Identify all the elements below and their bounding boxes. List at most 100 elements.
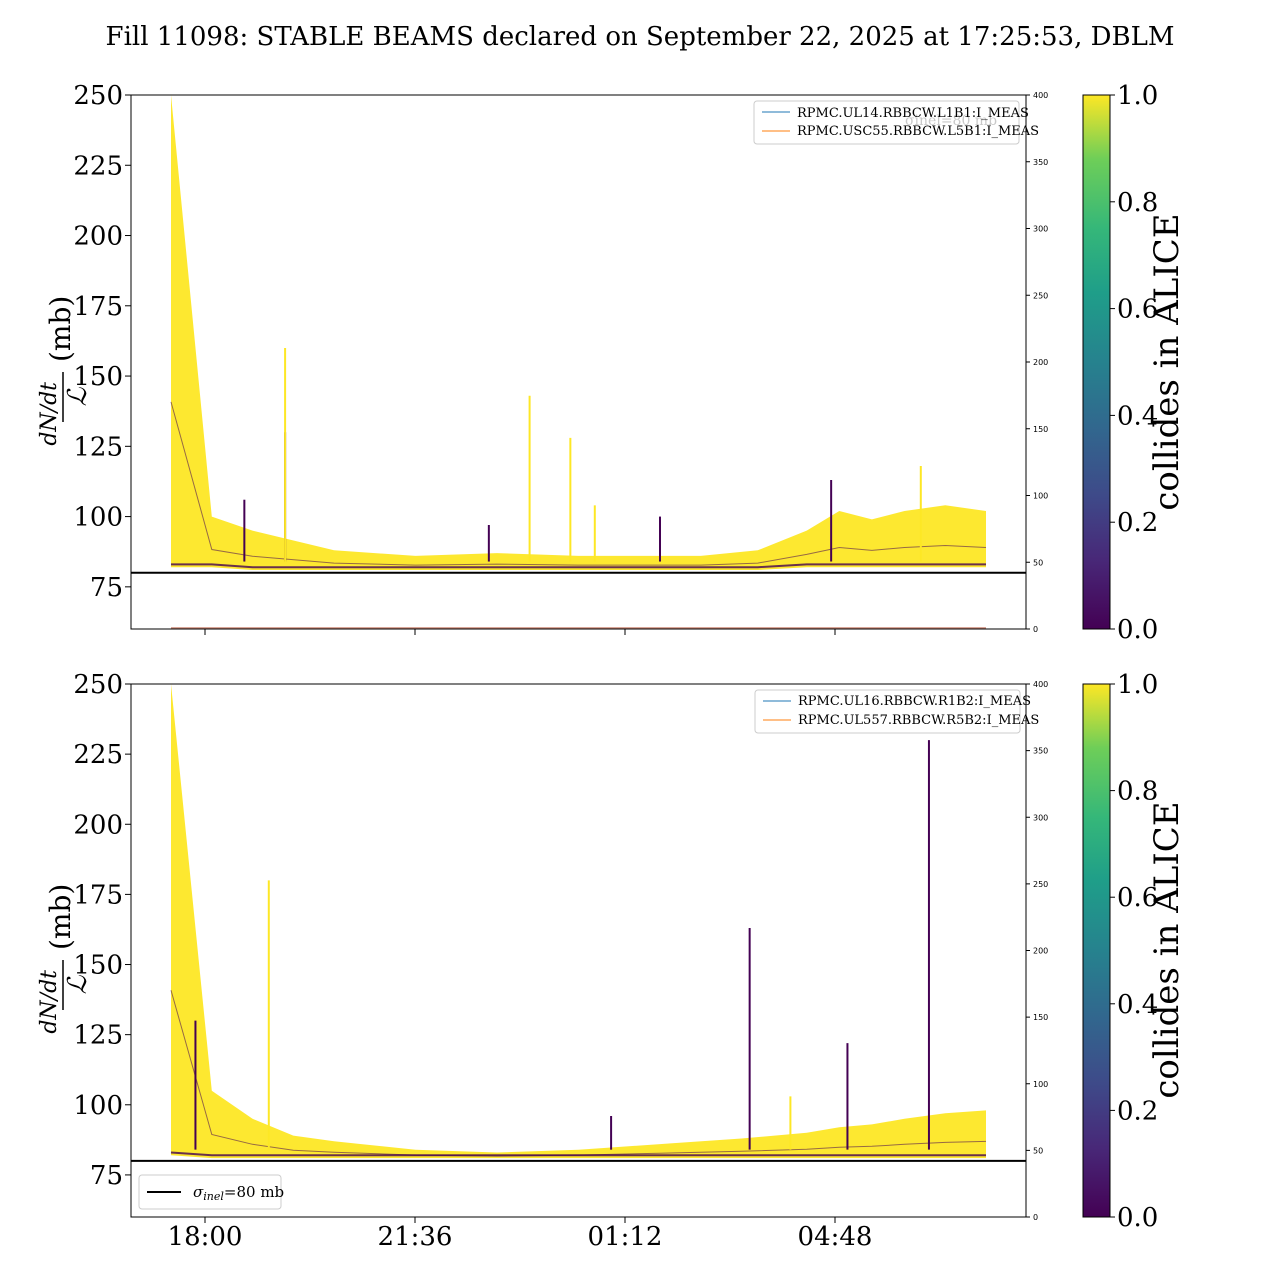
bottom-cbtick-1: 0.2 bbox=[1117, 1096, 1158, 1126]
top-legend-item-1: RPMC.UL14.RBBCW.L1B1:I_MEAS bbox=[797, 106, 1029, 121]
top-ytick-0: 75 bbox=[90, 573, 123, 603]
bottom-y2tick-4: 200 bbox=[1033, 947, 1048, 956]
bottom-ytick-2: 125 bbox=[73, 1021, 123, 1051]
bottom-ytick-7: 250 bbox=[73, 670, 123, 700]
top-panel: 75 100 125 150 175 200 225 250 0 50 100 150 200 250 3… bbox=[37, 81, 1187, 645]
bottom-colorbar-ticks: 0.0 0.2 0.4 0.6 0.8 1.0 bbox=[1110, 670, 1158, 1233]
top-y-label-num: dN/dt bbox=[37, 382, 62, 446]
bottom-x-ticks: 18:00 21:36 01:12 04:48 bbox=[168, 1217, 873, 1252]
bottom-y2tick-2: 100 bbox=[1033, 1080, 1048, 1089]
top-cbtick-2: 0.4 bbox=[1117, 401, 1158, 431]
bottom-cbtick-3: 0.6 bbox=[1117, 883, 1158, 913]
reference-legend-sigma: σ bbox=[193, 1183, 204, 1201]
bottom-ytick-0: 75 bbox=[90, 1161, 123, 1191]
top-y2tick-8: 400 bbox=[1033, 91, 1048, 100]
bottom-cbtick-4: 0.8 bbox=[1117, 777, 1158, 807]
bottom-legend-box bbox=[754, 689, 1021, 734]
bottom-y-label-num: dN/dt bbox=[37, 970, 62, 1034]
bottom-legend-item-2: RPMC.UL557.RBBCW.R5B2:I_MEAS bbox=[798, 713, 1039, 728]
bottom-legend-item-1: RPMC.UL16.RBBCW.R1B2:I_MEAS bbox=[798, 694, 1031, 709]
top-cbtick-1: 0.2 bbox=[1117, 508, 1158, 538]
bottom-y2tick-8: 400 bbox=[1033, 680, 1048, 689]
top-ytick-7: 250 bbox=[73, 81, 123, 111]
bottom-legend: RPMC.UL16.RBBCW.R1B2:I_MEAS RPMC.UL557.R… bbox=[754, 689, 1039, 734]
top-y2tick-6: 300 bbox=[1033, 225, 1048, 234]
bottom-purple-trace bbox=[170, 990, 987, 1157]
top-y2tick-5: 250 bbox=[1033, 291, 1048, 300]
top-purple-floor bbox=[171, 563, 986, 569]
bottom-data-area bbox=[170, 684, 987, 1159]
top-ytick-6: 225 bbox=[73, 151, 123, 181]
top-y2tick-7: 350 bbox=[1033, 158, 1048, 167]
bottom-xtick-2: 01:12 bbox=[588, 1222, 663, 1252]
top-spikes bbox=[243, 347, 922, 562]
top-y-label-den: ℒ bbox=[63, 386, 93, 406]
top-cbtick-4: 0.8 bbox=[1117, 188, 1158, 218]
bottom-y2tick-1: 50 bbox=[1033, 1146, 1043, 1155]
top-legend-item-2: RPMC.USC55.RBBCW.L5B1:I_MEAS bbox=[797, 124, 1039, 139]
bottom-y2tick-5: 250 bbox=[1033, 880, 1048, 889]
top-yellow-band bbox=[171, 95, 986, 570]
bottom-spikes bbox=[194, 740, 930, 1150]
top-y2tick-3: 150 bbox=[1033, 425, 1048, 434]
top-ytick-2: 125 bbox=[73, 432, 123, 462]
top-colorbar-ticks: 0.0 0.2 0.4 0.6 0.8 1.0 bbox=[1110, 81, 1158, 645]
top-legend-box bbox=[753, 100, 1020, 145]
top-y2tick-4: 200 bbox=[1033, 358, 1048, 367]
top-colorbar-label: collides in ALICE bbox=[1147, 213, 1187, 510]
bottom-y-label-den: ℒ bbox=[63, 974, 93, 994]
top-y2tick-1: 50 bbox=[1033, 558, 1043, 567]
bottom-y2tick-6: 300 bbox=[1033, 813, 1048, 822]
bottom-ytick-4: 175 bbox=[73, 880, 123, 910]
top-y-label: dN/dt ℒ (mb) bbox=[37, 296, 93, 446]
top-y-ticks: 75 100 125 150 175 200 225 250 bbox=[73, 81, 131, 603]
bottom-yellow-band bbox=[171, 684, 986, 1159]
top-legend-hidden-sigma: σinel=80 mb bbox=[905, 113, 997, 129]
top-data-area bbox=[170, 95, 987, 570]
bottom-y-ticks: 75 100 125 150 175 200 225 250 bbox=[73, 670, 131, 1191]
top-colorbar-gradient bbox=[1082, 94, 1111, 630]
bottom-ytick-3: 150 bbox=[73, 951, 123, 981]
bottom-y-label-unit: (mb) bbox=[44, 884, 77, 950]
bottom-xtick-0: 18:00 bbox=[168, 1222, 243, 1252]
top-y-label-unit: (mb) bbox=[44, 296, 77, 362]
top-secondary-y-ticks: 0 50 100 150 200 250 300 350 400 bbox=[1026, 91, 1048, 634]
top-ytick-4: 175 bbox=[73, 292, 123, 322]
bottom-ytick-6: 225 bbox=[73, 740, 123, 770]
reference-legend: σinel=80 mb bbox=[138, 1174, 284, 1210]
reference-legend-label: σinel=80 mb bbox=[193, 1183, 284, 1203]
bottom-cbtick-2: 0.4 bbox=[1117, 990, 1158, 1020]
top-legend: σinel=80 mb RPMC.UL14.RBBCW.L1B1:I_MEAS … bbox=[753, 100, 1039, 145]
top-colorbar: 0.0 0.2 0.4 0.6 0.8 1.0 collides in ALICE bbox=[1082, 81, 1187, 645]
reference-legend-box bbox=[138, 1174, 282, 1210]
bottom-purple-floor bbox=[170, 1151, 986, 1157]
bottom-colorbar: 0.0 0.2 0.4 0.6 0.8 1.0 collides in ALICE bbox=[1082, 670, 1187, 1233]
top-cbtick-5: 1.0 bbox=[1117, 81, 1158, 111]
bottom-xtick-3: 04:48 bbox=[798, 1222, 873, 1252]
bottom-colorbar-gradient bbox=[1082, 683, 1111, 1218]
top-purple-trace bbox=[170, 401, 987, 566]
bottom-colorbar-label: collides in ALICE bbox=[1147, 801, 1187, 1098]
top-y2tick-2: 100 bbox=[1033, 492, 1048, 501]
reference-legend-value: =80 mb bbox=[224, 1183, 284, 1201]
chart-title: Fill 11098: STABLE BEAMS declared on Sep… bbox=[106, 22, 1175, 52]
top-ytick-3: 150 bbox=[73, 362, 123, 392]
top-ytick-5: 200 bbox=[73, 222, 123, 252]
bottom-secondary-y-ticks: 0 50 100 150 200 250 300 350 400 bbox=[1026, 680, 1048, 1222]
top-cbtick-3: 0.6 bbox=[1117, 295, 1158, 325]
bottom-y2tick-7: 350 bbox=[1033, 747, 1048, 756]
bottom-y-label: dN/dt ℒ (mb) bbox=[37, 884, 93, 1034]
bottom-ytick-5: 200 bbox=[73, 810, 123, 840]
bottom-cbtick-0: 0.0 bbox=[1117, 1203, 1158, 1233]
top-ytick-1: 100 bbox=[73, 503, 123, 533]
top-x-tick-marks bbox=[204, 629, 836, 635]
bottom-y2tick-0: 0 bbox=[1033, 1213, 1038, 1222]
bottom-y2tick-3: 150 bbox=[1033, 1013, 1048, 1022]
bottom-ytick-1: 100 bbox=[73, 1091, 123, 1121]
bottom-xtick-1: 21:36 bbox=[378, 1222, 453, 1252]
top-cbtick-0: 0.0 bbox=[1117, 615, 1158, 645]
top-y2tick-0: 0 bbox=[1033, 625, 1038, 634]
bottom-cbtick-5: 1.0 bbox=[1117, 670, 1158, 700]
reference-legend-sub: inel bbox=[203, 1190, 224, 1203]
